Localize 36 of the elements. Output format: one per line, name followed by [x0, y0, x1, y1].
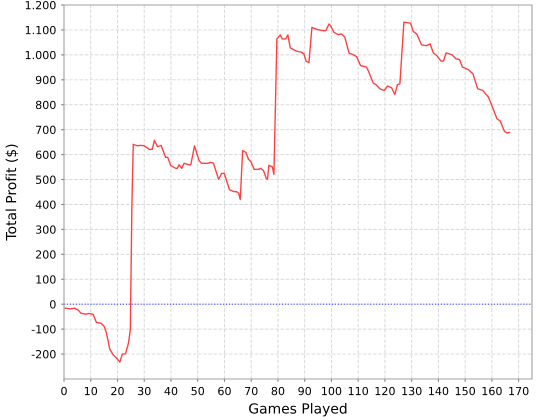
x-tick-label: 110	[348, 386, 368, 396]
y-tick-label: 1.000	[26, 50, 56, 60]
y-tick-label: 400	[36, 200, 56, 209]
x-tick-label: 160	[482, 386, 502, 396]
y-tick-label: 700	[36, 126, 56, 134]
y-tick-label: 300	[36, 225, 56, 234]
y-tick-label: 500	[36, 176, 56, 184]
x-tick-label: 50	[192, 386, 204, 396]
y-tick-label: -200	[32, 350, 56, 358]
x-tick-label: 0	[61, 386, 67, 396]
y-tick-label: 900	[36, 76, 56, 84]
x-tick-label: 90	[298, 386, 312, 396]
y-tick-label: 200	[36, 250, 56, 259]
x-tick-label: 150	[456, 386, 476, 396]
y-tick-label: 1.100	[26, 26, 56, 34]
x-tick-label: 140	[429, 386, 448, 396]
x-tick-label: 80	[272, 386, 284, 396]
x-tick-label: 40	[164, 386, 178, 396]
y-tick-label: 600	[36, 150, 56, 159]
x-tick-label: 20	[111, 386, 124, 396]
x-tick-label: 120	[376, 386, 395, 396]
x-axis-title: Games Played	[249, 402, 346, 416]
x-tick-label: 10	[84, 386, 98, 396]
x-tick-label: 130	[402, 386, 422, 396]
y-tick-label: 1.200	[26, 0, 56, 10]
x-tick-label: 100	[322, 386, 342, 396]
y-tick-label: 800	[36, 100, 56, 110]
y-tick-label: 0	[50, 300, 56, 309]
y-tick-label: -100	[32, 325, 56, 334]
line-series	[64, 22, 510, 363]
x-tick-label: 60	[218, 386, 231, 396]
y-axis-title: Total Profit ($)	[6, 144, 18, 241]
y-tick-label: 100	[36, 275, 56, 284]
x-tick-label: 30	[138, 386, 151, 396]
x-tick-label: 170	[509, 386, 528, 396]
x-tick-label: 70	[245, 386, 258, 396]
